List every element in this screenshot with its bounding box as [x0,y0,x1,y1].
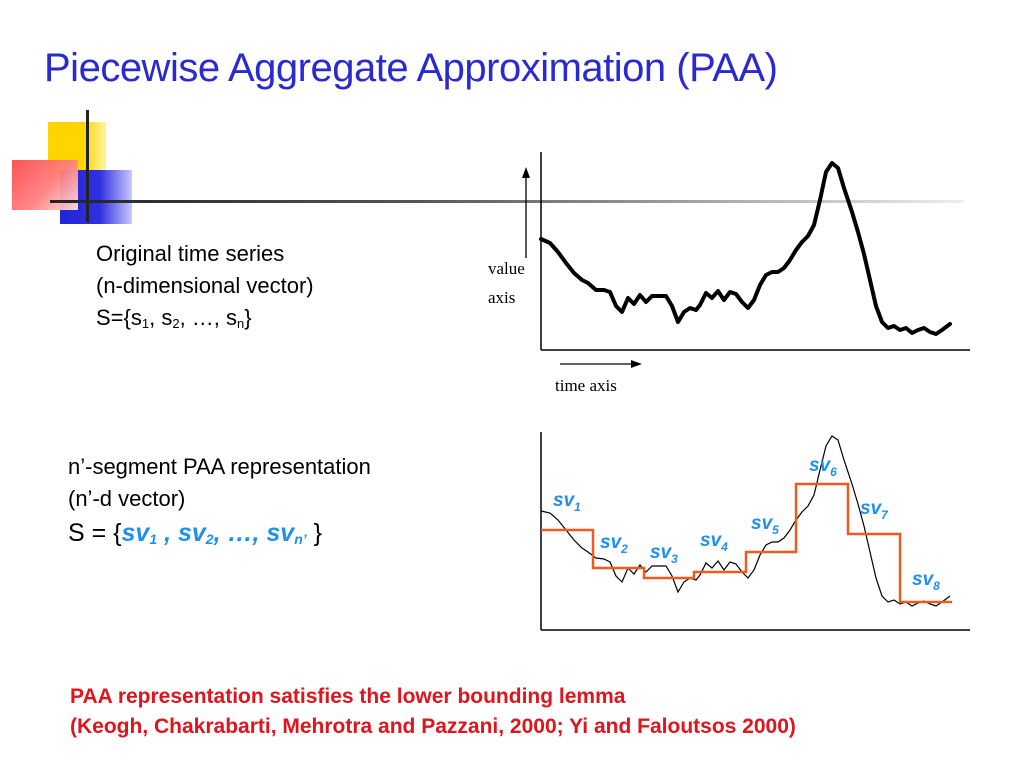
original-line-1: Original time series [96,241,285,266]
footer-line-1: PAA representation satisfies the lower b… [70,685,626,708]
segment-label-7: sv7 [860,498,889,522]
value-axis-label-line2: axis [488,288,515,307]
footer-citation: PAA representation satisfies the lower b… [70,682,796,742]
original-series-thin-line [540,435,951,607]
paa-step-line [541,482,952,604]
decor-vertical-line [86,110,89,222]
paa-formula: S = {sv1 , sv2, …, svn’ } [68,519,322,547]
footer-line-2: (Keogh, Chakrabarti, Mehrotra and Pazzan… [70,715,796,738]
time-axis-label: time axis [555,376,617,395]
slide-title: Piecewise Aggregate Approximation (PAA) [44,46,778,90]
paa-line-2: (n’-d vector) [68,486,186,511]
paa-description: n’-segment PAA representation (n’-d vect… [68,451,371,549]
time-axis-arrowhead [631,360,642,368]
original-series-description: Original time series (n-dimensional vect… [96,238,314,334]
segment-label-4: sv4 [700,530,728,554]
segment-label-8: sv8 [912,569,940,593]
original-series-line [539,161,952,336]
value-axis-arrowhead [522,167,530,178]
original-formula: S={s1, s2, …, sn} [96,305,252,331]
segment-label-6: sv6 [809,455,837,479]
segment-label-3: sv3 [650,542,678,566]
segment-label-1: sv1 [553,490,581,514]
decor-horizontal-rule [50,200,964,203]
original-line-2: (n-dimensional vector) [96,273,314,298]
paa-line-1: n’-segment PAA representation [68,454,371,479]
segment-labels: sv1 sv2 sv3 sv4 sv5 sv6 sv7 sv8 [553,455,940,593]
value-axis-label-line1: value [488,259,525,278]
segment-label-2: sv2 [600,532,628,556]
segment-label-5: sv5 [751,513,779,537]
